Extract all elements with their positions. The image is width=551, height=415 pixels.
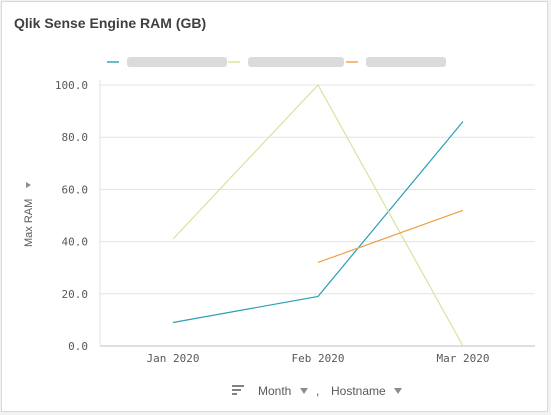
y-tick-label: 40.0: [62, 236, 89, 249]
line-chart: 0.0 20.0 40.0 60.0 80.0 100.0 Jan 2020 Feb 202…: [23, 57, 535, 365]
y-axis-label[interactable]: Max RAM: [23, 199, 35, 247]
series-line-2[interactable]: [172, 83, 464, 347]
x-axis-ticks: Jan 2020 Feb 2020 Mar 2020: [147, 352, 490, 365]
y-axis-menu-caret-icon[interactable]: [26, 182, 31, 188]
x-tick-label: Mar 2020: [437, 352, 490, 365]
legend[interactable]: [107, 57, 446, 67]
y-tick-label: 80.0: [62, 131, 89, 144]
dimension-hostname[interactable]: Hostname: [331, 384, 386, 398]
x-tick-label: Jan 2020: [147, 352, 200, 365]
dimension-month[interactable]: Month: [258, 384, 292, 398]
series-line-1[interactable]: [172, 121, 464, 324]
gridlines: [99, 80, 535, 347]
sort-icon[interactable]: [231, 384, 245, 396]
chevron-down-icon[interactable]: [394, 388, 402, 394]
chart-title: Qlik Sense Engine RAM (GB): [14, 15, 207, 31]
y-tick-label: 0.0: [68, 340, 88, 353]
dimension-separator: ,: [316, 384, 320, 398]
y-axis-ticks: 0.0 20.0 40.0 60.0 80.0 100.0: [55, 79, 88, 353]
y-tick-label: 20.0: [62, 288, 89, 301]
series-line-3[interactable]: [317, 209, 464, 264]
y-tick-label: 60.0: [62, 183, 89, 196]
legend-label-redacted[interactable]: [366, 57, 446, 67]
x-tick-label: Feb 2020: [292, 352, 345, 365]
legend-label-redacted[interactable]: [248, 57, 344, 67]
y-tick-label: 100.0: [55, 79, 88, 92]
dimension-footer: Month , Hostname: [0, 382, 549, 402]
series-lines: [172, 83, 464, 347]
chevron-down-icon[interactable]: [300, 388, 308, 394]
legend-label-redacted[interactable]: [127, 57, 227, 67]
